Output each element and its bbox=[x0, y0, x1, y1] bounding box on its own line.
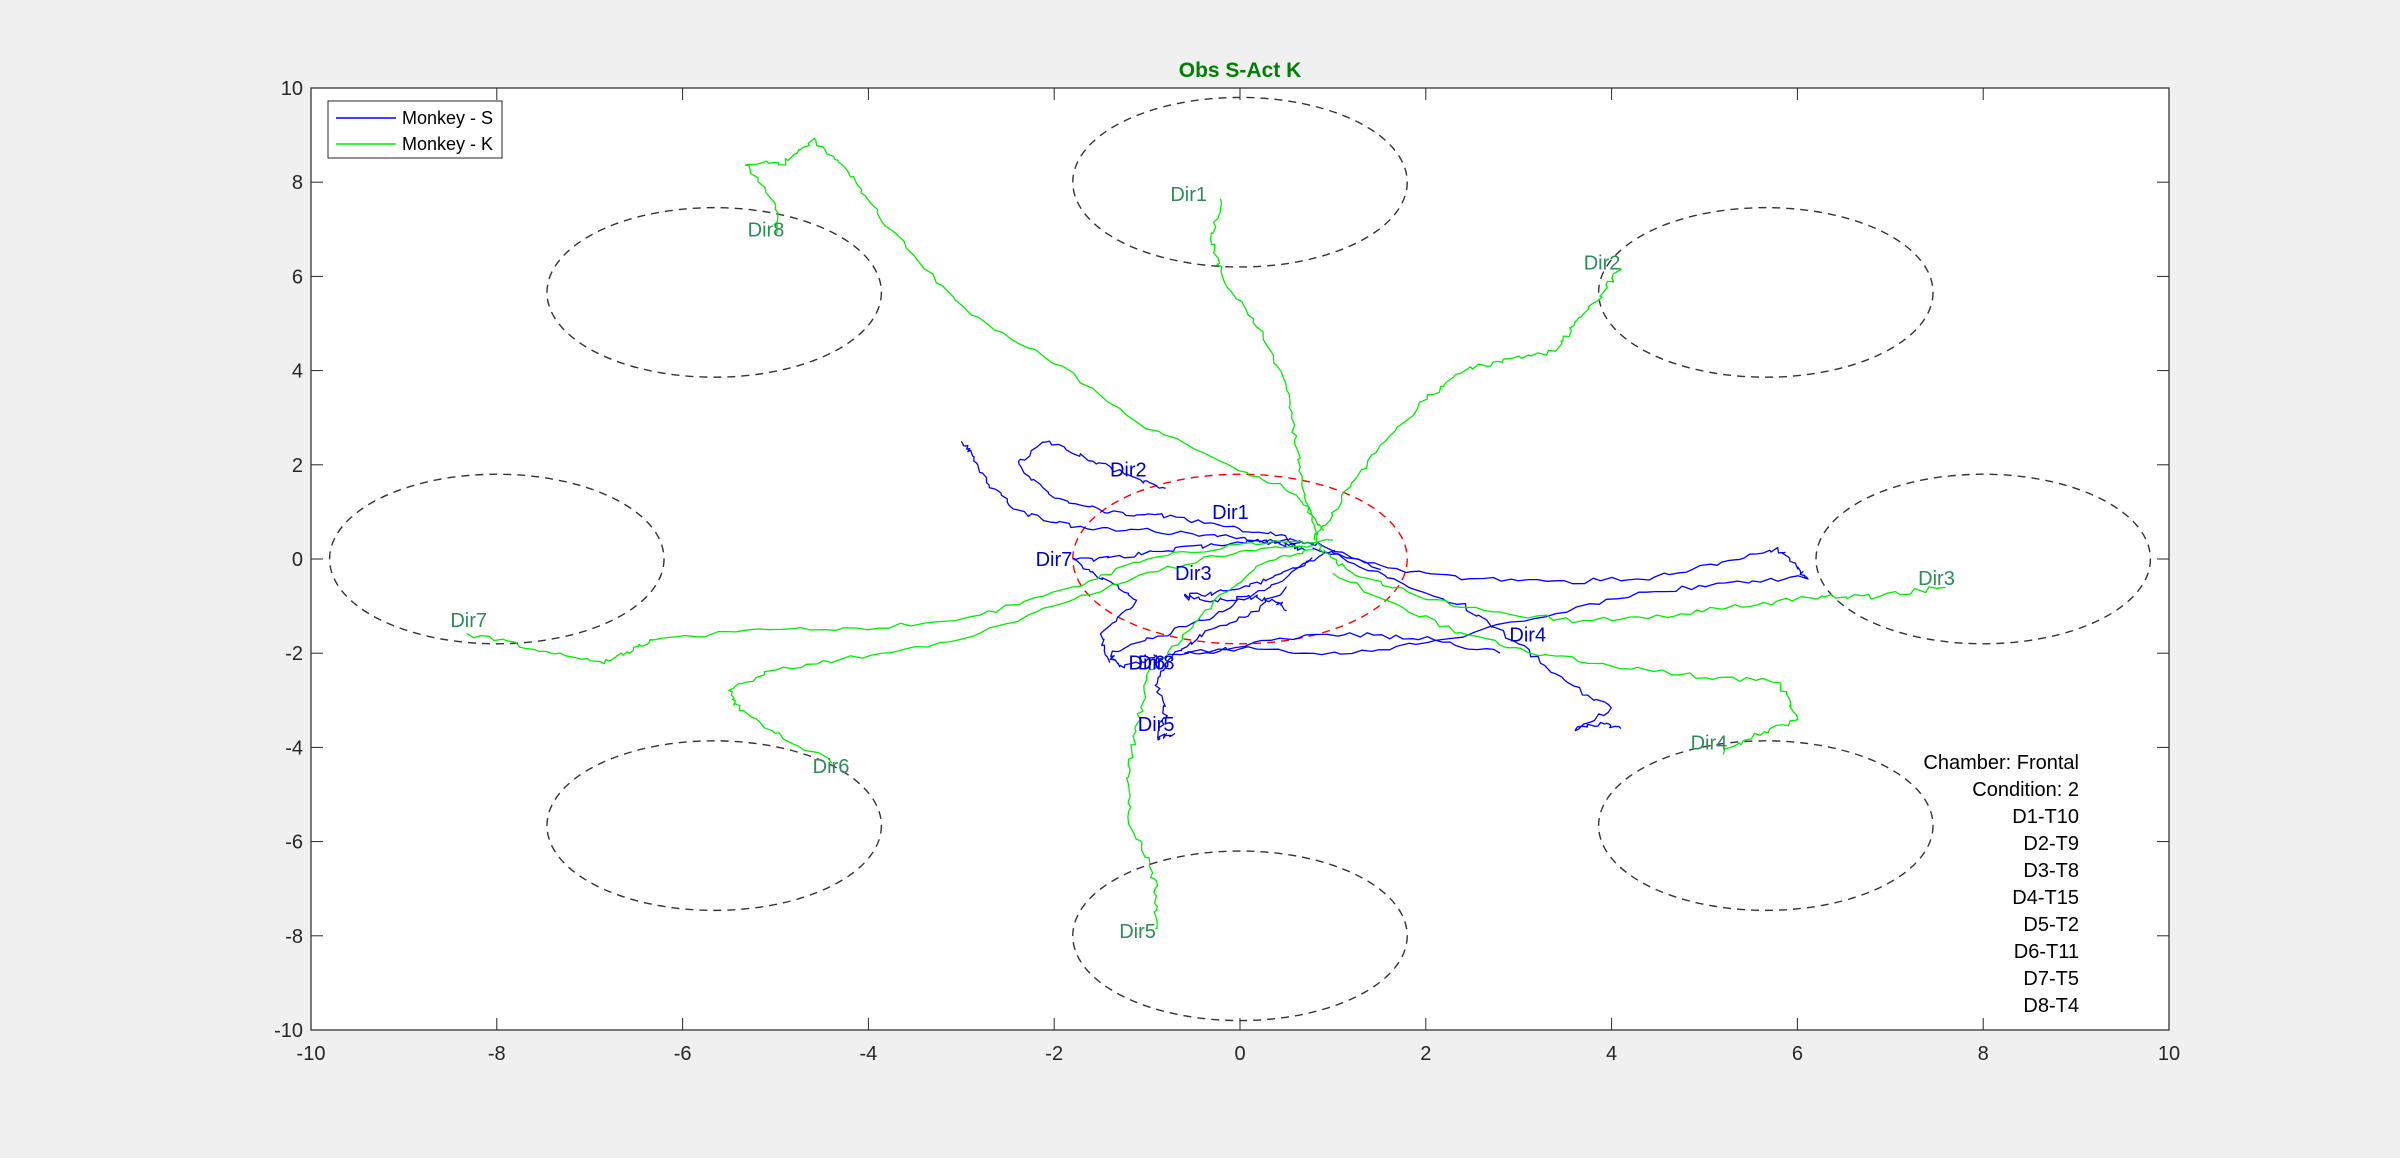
x-tick-label: -8 bbox=[488, 1043, 506, 1065]
info-line-5: D4-T15 bbox=[2012, 887, 2079, 909]
y-tick-label: 10 bbox=[281, 78, 303, 100]
x-tick-label: 4 bbox=[1606, 1043, 1617, 1065]
legend-label-monkey-k: Monkey - K bbox=[402, 134, 493, 154]
x-tick-label: -10 bbox=[297, 1043, 326, 1065]
info-line-8: D7-T5 bbox=[2023, 968, 2079, 990]
monkey-k-label-dir6: Dir6 bbox=[813, 756, 850, 778]
x-tick-label: -6 bbox=[674, 1043, 692, 1065]
info-line-9: D8-T4 bbox=[2023, 995, 2079, 1017]
legend-label-monkey-s: Monkey - S bbox=[402, 108, 493, 128]
x-tick-label: 10 bbox=[2158, 1043, 2180, 1065]
info-line-0: Chamber: Frontal bbox=[1923, 752, 2079, 774]
monkey-k-label-dir5: Dir5 bbox=[1119, 921, 1156, 943]
info-line-7: D6-T11 bbox=[2014, 941, 2079, 963]
monkey-k-label-dir3: Dir3 bbox=[1918, 568, 1955, 590]
y-tick-label: -6 bbox=[285, 832, 303, 854]
x-tick-label: 2 bbox=[1420, 1043, 1431, 1065]
x-tick-label: -4 bbox=[860, 1043, 878, 1065]
monkey-k-label-dir2: Dir2 bbox=[1584, 252, 1621, 274]
monkey-s-label-dir3: Dir3 bbox=[1175, 563, 1212, 585]
monkey-k-label-dir1: Dir1 bbox=[1170, 184, 1207, 206]
y-tick-label: -8 bbox=[285, 926, 303, 948]
monkey-s-label-dir5: Dir5 bbox=[1138, 714, 1175, 736]
info-line-1: Condition: 2 bbox=[1972, 779, 2079, 801]
monkey-s-label-dir2: Dir2 bbox=[1110, 460, 1147, 482]
monkey-s-label-dir8: Dir8 bbox=[1138, 653, 1175, 675]
x-tick-label: 0 bbox=[1234, 1043, 1245, 1065]
info-line-3: D2-T9 bbox=[2023, 833, 2079, 855]
y-tick-labels: 10 8 6 4 2 0 -2 -4 -6 -8 -10 bbox=[274, 78, 303, 1042]
x-tick-label: 8 bbox=[1978, 1043, 1989, 1065]
monkey-s-label-dir1: Dir1 bbox=[1212, 502, 1249, 524]
y-tick-label: -4 bbox=[285, 737, 303, 759]
x-tick-labels: -10 -8 -6 -4 -2 0 2 4 6 8 10 bbox=[297, 1043, 2181, 1065]
y-tick-label: -10 bbox=[274, 1020, 303, 1042]
y-tick-label: 4 bbox=[292, 361, 303, 383]
info-line-2: D1-T10 bbox=[2012, 806, 2079, 828]
y-tick-label: 6 bbox=[292, 266, 303, 288]
legend: Monkey - S Monkey - K bbox=[328, 101, 502, 158]
x-tick-label: -2 bbox=[1045, 1043, 1063, 1065]
plot-area bbox=[311, 88, 2169, 1030]
monkey-k-label-dir4: Dir4 bbox=[1691, 733, 1728, 755]
monkey-s-label-dir4: Dir4 bbox=[1509, 624, 1546, 646]
y-tick-label: 8 bbox=[292, 172, 303, 194]
y-tick-label: 2 bbox=[292, 455, 303, 477]
monkey-s-label-dir7: Dir7 bbox=[1036, 549, 1073, 571]
info-line-4: D3-T8 bbox=[2023, 860, 2079, 882]
chart-title: Obs S-Act K bbox=[1179, 59, 1302, 82]
info-line-6: D5-T2 bbox=[2023, 914, 2079, 936]
y-tick-label: -2 bbox=[285, 643, 303, 665]
x-tick-label: 6 bbox=[1792, 1043, 1803, 1065]
y-tick-label: 0 bbox=[292, 549, 303, 571]
monkey-k-label-dir8: Dir8 bbox=[748, 219, 785, 241]
monkey-k-label-dir7: Dir7 bbox=[450, 610, 487, 632]
